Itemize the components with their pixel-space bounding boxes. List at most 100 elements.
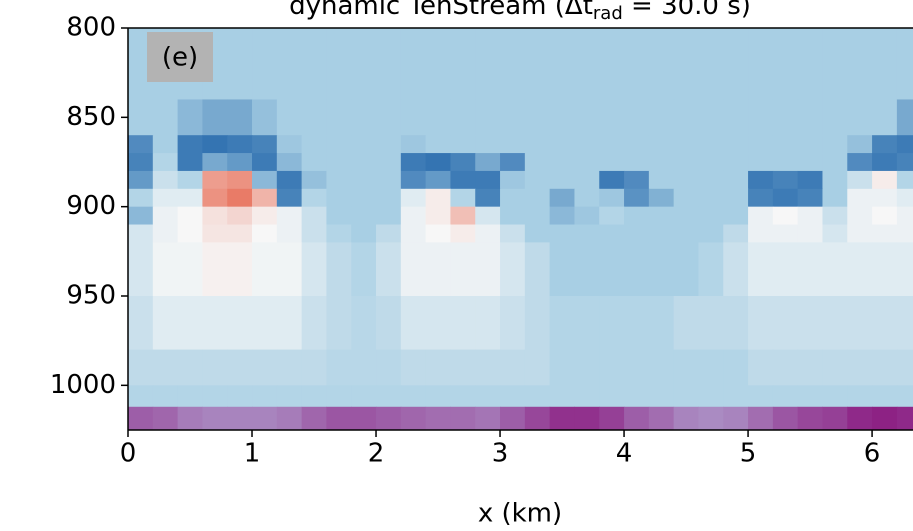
heatmap-cell [673, 135, 699, 154]
heatmap-cell [822, 188, 848, 208]
heatmap-cell [797, 188, 823, 208]
heatmap-cell [723, 206, 749, 226]
heatmap-cell [450, 385, 476, 408]
heatmap-cell [276, 153, 303, 172]
x-tick-label: 4 [616, 439, 633, 469]
heatmap-cell [252, 170, 278, 190]
heatmap-cell [152, 170, 179, 190]
heatmap-cell [252, 206, 278, 226]
heatmap-cell [872, 206, 898, 226]
heatmap-cell [301, 242, 327, 297]
heatmap-cell [599, 135, 625, 154]
heatmap-cell [797, 170, 823, 190]
heatmap-cell [425, 99, 451, 136]
heatmap-cell [624, 99, 650, 136]
heatmap-cell [872, 135, 898, 154]
heatmap-cell [400, 206, 427, 226]
heatmap-cell [698, 385, 724, 408]
heatmap-cell [673, 99, 699, 136]
heatmap-cell [822, 349, 848, 386]
heatmap-cell [177, 349, 203, 386]
heatmap-cell [128, 188, 154, 208]
heatmap-cell [152, 242, 179, 297]
heatmap-cell [599, 242, 625, 297]
surface-cell [723, 406, 749, 430]
heatmap-cell [400, 99, 427, 136]
heatmap-cell [524, 135, 551, 154]
heatmap-cell [723, 385, 749, 408]
heatmap-cell [152, 385, 179, 408]
heatmap-cell [252, 28, 278, 100]
heatmap-cell [599, 188, 625, 208]
heatmap-cell [326, 170, 352, 190]
heatmap-cell [152, 296, 179, 351]
heatmap-cell [500, 99, 526, 136]
heatmap-cell [748, 28, 774, 100]
heatmap-cell [252, 188, 278, 208]
heatmap-cell [326, 385, 352, 408]
heatmap-cell [227, 349, 253, 386]
heatmap-cell [351, 385, 377, 408]
heatmap-cell [227, 224, 253, 243]
heatmap-cell [624, 135, 650, 154]
heatmap-cell [351, 28, 377, 100]
heatmap-cell [177, 385, 203, 408]
surface-cell [574, 406, 600, 430]
heatmap-cell [301, 385, 327, 408]
heatmap-cell [252, 385, 278, 408]
heatmap-cell [723, 224, 749, 243]
heatmap-cell [524, 224, 551, 243]
heatmap-cell [252, 349, 278, 386]
heatmap-cell [351, 188, 377, 208]
heatmap-cell [673, 242, 699, 297]
heatmap-cell [772, 224, 799, 243]
heatmap-cell [822, 206, 848, 226]
heatmap-cell [177, 224, 203, 243]
heatmap-cell [376, 349, 402, 386]
heatmap-cell [772, 385, 799, 408]
x-tick-label: 6 [864, 439, 881, 469]
surface-cell [152, 406, 179, 430]
heatmap-cell [648, 135, 675, 154]
heatmap-cell [748, 242, 774, 297]
heatmap-cell [673, 224, 699, 243]
heatmap-cell [872, 99, 898, 136]
heatmap-cell [772, 349, 799, 386]
heatmap-cell [648, 296, 675, 351]
heatmap-cell [326, 349, 352, 386]
heatmap-cell [475, 296, 501, 351]
heatmap-cell [376, 99, 402, 136]
heatmap-cell [698, 28, 724, 100]
heatmap-cell [276, 188, 303, 208]
heatmap-cell [450, 206, 476, 226]
heatmap-cell [376, 135, 402, 154]
heatmap-cell [648, 224, 675, 243]
heatmap-cell [624, 224, 650, 243]
heatmap-cell [326, 28, 352, 100]
heatmap-cell [301, 135, 327, 154]
heatmap-cell [475, 349, 501, 386]
heatmap-cell [599, 349, 625, 386]
heatmap-cell [425, 242, 451, 297]
heatmap-cell [698, 242, 724, 297]
heatmap-cell [698, 296, 724, 351]
heatmap-cell [276, 224, 303, 243]
heatmap-cell [599, 206, 625, 226]
heatmap-cell [797, 385, 823, 408]
surface-cell [376, 406, 402, 430]
heatmap-cell [648, 349, 675, 386]
heatmap-cell [723, 170, 749, 190]
surface-cell [698, 406, 724, 430]
heatmap-cell [723, 296, 749, 351]
heatmap-cell [872, 296, 898, 351]
chart-title: dynamic TenStream (Δtrad = 30.0 s) [289, 0, 751, 24]
heatmap-cell [524, 99, 551, 136]
heatmap-cell [425, 28, 451, 100]
heatmap-cell [128, 296, 154, 351]
heatmap-cell [574, 99, 600, 136]
heatmap-cell [698, 135, 724, 154]
heatmap-cell [202, 296, 228, 351]
heatmap-cell [822, 99, 848, 136]
heatmap-cell [500, 385, 526, 408]
heatmap-cell [748, 99, 774, 136]
